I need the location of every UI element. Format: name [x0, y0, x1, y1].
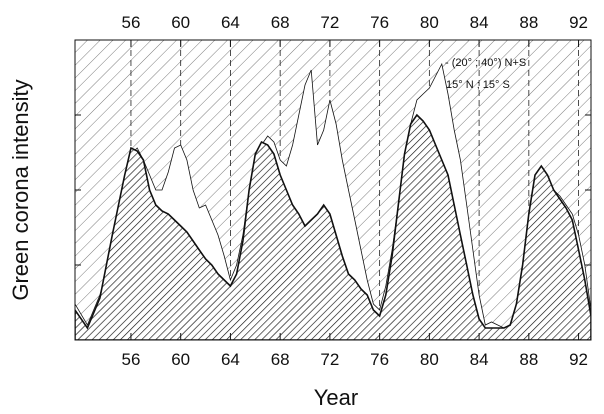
top-tick-label-84: 84 [470, 13, 489, 32]
ticks [75, 40, 591, 340]
legend: - (20° ; 40°) N+S 15° N ; 15° S [445, 57, 526, 91]
bottom-tick-label-56: 56 [121, 350, 140, 369]
bottom-tick-label-72: 72 [320, 350, 339, 369]
y-axis-title: Green corona intensity [8, 79, 33, 300]
bottom-tick-label-84: 84 [470, 350, 489, 369]
bottom-tick-label-60: 60 [171, 350, 190, 369]
top-tick-label-68: 68 [271, 13, 290, 32]
top-tick-label-80: 80 [420, 13, 439, 32]
series-area-2 [75, 113, 591, 340]
top-tick-label-64: 64 [221, 13, 240, 32]
bottom-tick-label-80: 80 [420, 350, 439, 369]
x-axis-title: Year [314, 385, 358, 410]
legend-entry-1: - (20° ; 40°) N+S [445, 57, 526, 69]
legend-entry-2: 15° N ; 15° S [446, 79, 510, 91]
top-tick-label-88: 88 [519, 13, 538, 32]
series-layer [75, 62, 591, 340]
top-tick-label-60: 60 [171, 13, 190, 32]
bottom-tick-label-64: 64 [221, 350, 240, 369]
bottom-tick-label-88: 88 [519, 350, 538, 369]
top-tick-label-92: 92 [569, 13, 588, 32]
tick-labels: 56 56 60 60 64 64 68 68 72 72 76 76 80 80 84 84 88 88 92 92 [121, 13, 588, 369]
bottom-tick-label-76: 76 [370, 350, 389, 369]
top-tick-label-72: 72 [320, 13, 339, 32]
bottom-tick-label-92: 92 [569, 350, 588, 369]
top-tick-label-76: 76 [370, 13, 389, 32]
bottom-tick-label-68: 68 [271, 350, 290, 369]
top-tick-label-56: 56 [121, 13, 140, 32]
